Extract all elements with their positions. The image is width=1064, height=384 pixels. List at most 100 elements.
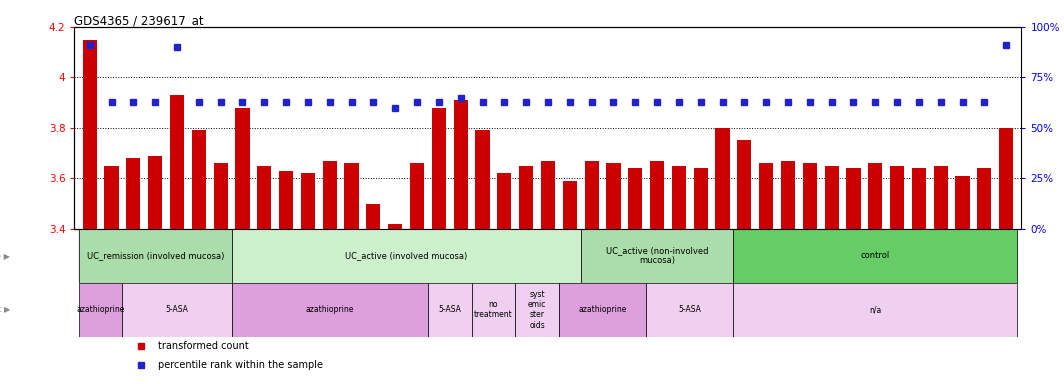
- Bar: [799, 229, 820, 283]
- Bar: [301, 173, 315, 229]
- Bar: [733, 283, 1017, 336]
- Bar: [232, 229, 253, 283]
- Text: agent ▶: agent ▶: [0, 305, 10, 314]
- Text: 5-ASA: 5-ASA: [679, 305, 701, 314]
- Bar: [733, 229, 755, 283]
- Bar: [537, 229, 559, 283]
- Bar: [476, 131, 489, 229]
- Bar: [257, 166, 271, 229]
- Bar: [471, 283, 515, 336]
- Bar: [843, 229, 864, 283]
- Bar: [777, 229, 799, 283]
- Bar: [890, 166, 904, 229]
- Text: azathioprine: azathioprine: [77, 305, 124, 314]
- Bar: [864, 229, 886, 283]
- Bar: [83, 40, 97, 229]
- Bar: [214, 163, 228, 229]
- Text: UC_active (involved mucosa): UC_active (involved mucosa): [345, 251, 467, 260]
- Bar: [515, 229, 537, 283]
- Text: n/a: n/a: [869, 305, 881, 314]
- Bar: [671, 166, 686, 229]
- Bar: [974, 229, 995, 283]
- Bar: [210, 229, 232, 283]
- Bar: [406, 229, 428, 283]
- Bar: [955, 176, 969, 229]
- Bar: [668, 229, 689, 283]
- Text: disease state ▶: disease state ▶: [0, 251, 10, 260]
- Bar: [715, 128, 730, 229]
- Bar: [908, 229, 930, 283]
- Bar: [628, 168, 643, 229]
- Bar: [322, 161, 337, 229]
- Bar: [388, 224, 402, 229]
- Bar: [541, 161, 555, 229]
- Bar: [145, 229, 166, 283]
- Bar: [650, 161, 664, 229]
- Bar: [886, 229, 908, 283]
- Text: GDS4365 / 239617_at: GDS4365 / 239617_at: [74, 14, 204, 27]
- Bar: [410, 163, 425, 229]
- Text: 5-ASA: 5-ASA: [166, 305, 188, 314]
- Bar: [232, 229, 581, 283]
- Bar: [581, 229, 602, 283]
- Bar: [625, 229, 646, 283]
- Bar: [515, 283, 559, 336]
- Bar: [825, 166, 838, 229]
- Bar: [366, 204, 381, 229]
- Bar: [453, 100, 468, 229]
- Bar: [912, 168, 926, 229]
- Bar: [166, 229, 188, 283]
- Bar: [802, 163, 817, 229]
- Text: azathioprine: azathioprine: [305, 305, 354, 314]
- Bar: [694, 168, 708, 229]
- Text: 5-ASA: 5-ASA: [438, 305, 461, 314]
- Bar: [519, 166, 533, 229]
- Bar: [755, 229, 777, 283]
- Bar: [471, 229, 494, 283]
- Bar: [759, 163, 774, 229]
- Bar: [689, 229, 712, 283]
- Bar: [79, 229, 101, 283]
- Bar: [79, 229, 232, 283]
- Bar: [122, 283, 232, 336]
- Text: percentile rank within the sample: percentile rank within the sample: [157, 360, 322, 370]
- Bar: [781, 161, 795, 229]
- Text: syst
emic
ster
oids: syst emic ster oids: [528, 290, 546, 330]
- Bar: [995, 229, 1017, 283]
- Bar: [428, 283, 471, 336]
- Bar: [101, 229, 122, 283]
- Bar: [319, 229, 340, 283]
- Bar: [127, 158, 140, 229]
- Text: control: control: [861, 251, 890, 260]
- Bar: [232, 283, 428, 336]
- Bar: [820, 229, 843, 283]
- Bar: [450, 229, 471, 283]
- Bar: [253, 229, 276, 283]
- Bar: [497, 173, 512, 229]
- Bar: [428, 229, 450, 283]
- Bar: [188, 229, 210, 283]
- Bar: [733, 229, 1017, 283]
- Bar: [646, 283, 733, 336]
- Bar: [297, 229, 319, 283]
- Bar: [104, 166, 119, 229]
- Bar: [933, 166, 948, 229]
- Bar: [79, 283, 122, 336]
- Bar: [148, 156, 163, 229]
- Bar: [432, 108, 446, 229]
- Bar: [192, 131, 206, 229]
- Bar: [279, 171, 294, 229]
- Bar: [712, 229, 733, 283]
- Bar: [122, 229, 145, 283]
- Bar: [276, 229, 297, 283]
- Bar: [235, 108, 250, 229]
- Text: azathioprine: azathioprine: [579, 305, 627, 314]
- Bar: [602, 229, 625, 283]
- Bar: [868, 163, 882, 229]
- Bar: [494, 229, 515, 283]
- Bar: [581, 229, 733, 283]
- Bar: [930, 229, 951, 283]
- Bar: [737, 141, 751, 229]
- Bar: [340, 229, 363, 283]
- Bar: [646, 229, 668, 283]
